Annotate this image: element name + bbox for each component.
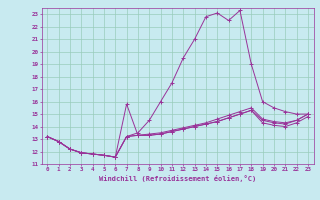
X-axis label: Windchill (Refroidissement éolien,°C): Windchill (Refroidissement éolien,°C) <box>99 175 256 182</box>
